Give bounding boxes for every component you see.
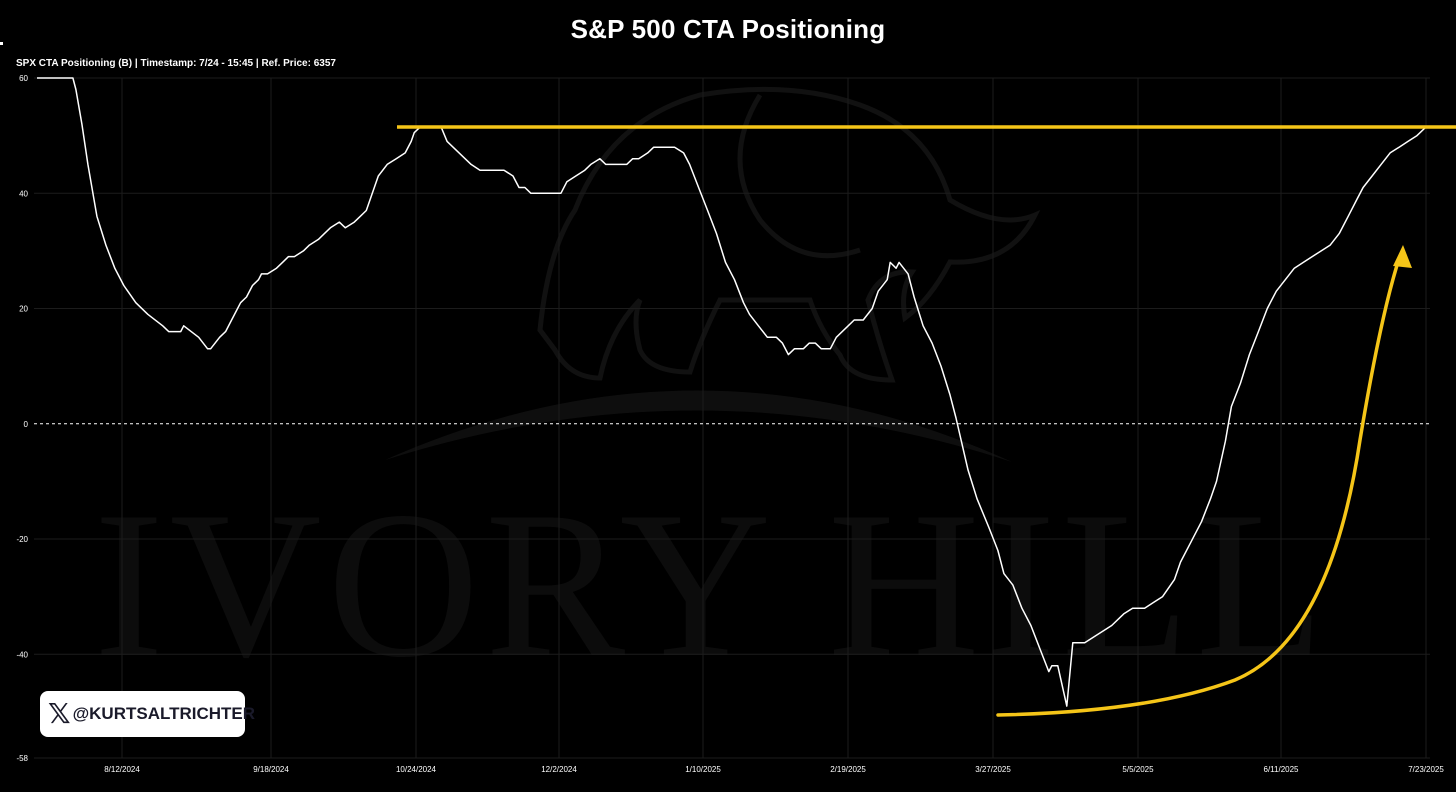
y-tick-label: -58 [16,754,28,763]
watermark-arc [385,390,1012,462]
x-tick-label: 9/18/2024 [253,765,289,774]
trend-arrow-curve [996,260,1400,717]
x-tick-label: 2/19/2025 [830,765,866,774]
x-tick-label: 3/27/2025 [975,765,1011,774]
x-tick-label: 8/12/2024 [104,765,140,774]
watermark-group: IVORY HILL [94,86,1330,701]
x-tick-label: 10/24/2024 [396,765,437,774]
watermark-text: IVORY HILL [94,469,1330,701]
x-logo-icon: 𝕏 [48,697,71,730]
x-tick-label: 6/11/2025 [1264,765,1300,774]
y-tick-label: 20 [19,305,28,314]
chart-subtitle: SPX CTA Positioning (B) | Timestamp: 7/2… [16,58,336,69]
y-tick-label: 0 [24,420,29,429]
positioning-series-line [37,77,1427,707]
x-tick-label: 1/10/2025 [685,765,721,774]
corner-mark [0,42,3,45]
y-tick-label: 60 [19,74,28,83]
x-tick-label: 5/5/2025 [1122,765,1154,774]
x-tick-label: 12/2/2024 [541,765,577,774]
elephant-ear-icon [737,93,861,259]
trend-arrow-head [1393,245,1412,268]
y-tick-label: -40 [16,650,28,659]
elephant-logo-icon [537,86,1041,383]
y-tick-label: 40 [19,189,28,198]
social-handle-badge: 𝕏 @KURTSALTRICHTER [40,691,255,737]
social-handle-text: @KURTSALTRICHTER [72,704,256,723]
chart-title: S&P 500 CTA Positioning [570,14,886,44]
x-tick-label: 7/23/2025 [1408,765,1444,774]
y-tick-label: -20 [16,535,28,544]
